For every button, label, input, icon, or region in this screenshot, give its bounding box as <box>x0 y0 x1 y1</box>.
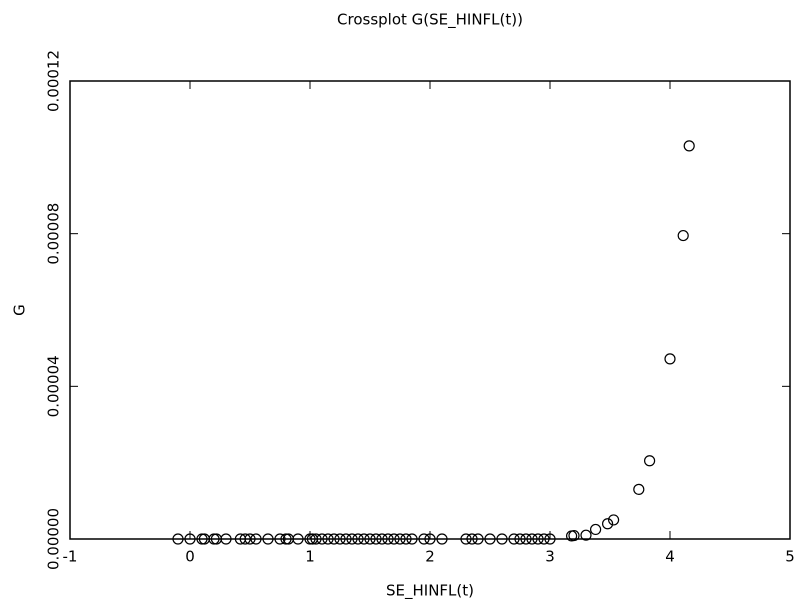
point <box>677 229 689 242</box>
point <box>460 533 472 545</box>
point <box>643 455 656 467</box>
point <box>376 533 388 545</box>
point <box>274 533 286 545</box>
point <box>358 533 370 545</box>
plot-frame <box>69 80 791 540</box>
point <box>334 533 346 545</box>
point <box>580 529 592 541</box>
y-tick-label: 0.00008 <box>45 203 63 265</box>
y-tick-label: 0.00004 <box>45 355 63 417</box>
point <box>406 533 418 545</box>
point <box>184 533 196 545</box>
point <box>388 533 400 545</box>
point <box>262 533 274 545</box>
x-tick-label: 1 <box>305 548 315 566</box>
x-tick-label: 4 <box>665 548 675 566</box>
chart-title: Crossplot G(SE_HINFL(t)) <box>337 11 523 30</box>
point <box>664 353 676 365</box>
point <box>538 533 550 545</box>
point <box>466 533 478 545</box>
x-tick-label: 5 <box>785 548 795 566</box>
point <box>250 533 262 545</box>
x-tick-label: -1 <box>63 548 78 566</box>
point <box>400 533 412 545</box>
point <box>496 533 508 545</box>
point <box>633 483 645 495</box>
point <box>601 518 614 530</box>
point <box>394 533 406 545</box>
point <box>484 533 496 545</box>
point <box>544 533 556 545</box>
y-tick-label: 0.00000 <box>45 508 63 570</box>
point <box>346 533 358 545</box>
point <box>316 533 328 545</box>
point <box>508 533 520 545</box>
point <box>532 533 544 545</box>
point <box>568 529 580 542</box>
point <box>292 533 304 545</box>
x-tick-label: 2 <box>425 548 435 566</box>
y-tick-label: 0.00012 <box>45 50 63 112</box>
point <box>352 533 364 545</box>
point <box>683 140 695 152</box>
point <box>520 533 532 545</box>
x-tick-label: 3 <box>545 548 555 566</box>
point <box>244 533 256 545</box>
point <box>472 533 484 545</box>
point <box>382 533 394 545</box>
point <box>514 533 526 545</box>
point <box>589 523 602 536</box>
point <box>607 514 620 526</box>
point <box>172 533 184 545</box>
point <box>328 533 340 545</box>
x-tick-label: 0 <box>185 548 195 566</box>
point <box>322 533 334 545</box>
point <box>526 533 538 545</box>
point <box>436 533 448 545</box>
y-axis-label: G <box>11 304 29 316</box>
point <box>310 533 322 545</box>
point <box>364 533 376 545</box>
point <box>424 533 436 545</box>
point <box>370 533 382 545</box>
x-axis-label: SE_HINFL(t) <box>386 582 474 601</box>
point <box>220 533 232 545</box>
point <box>418 533 430 545</box>
point <box>239 533 251 545</box>
point <box>340 533 352 545</box>
